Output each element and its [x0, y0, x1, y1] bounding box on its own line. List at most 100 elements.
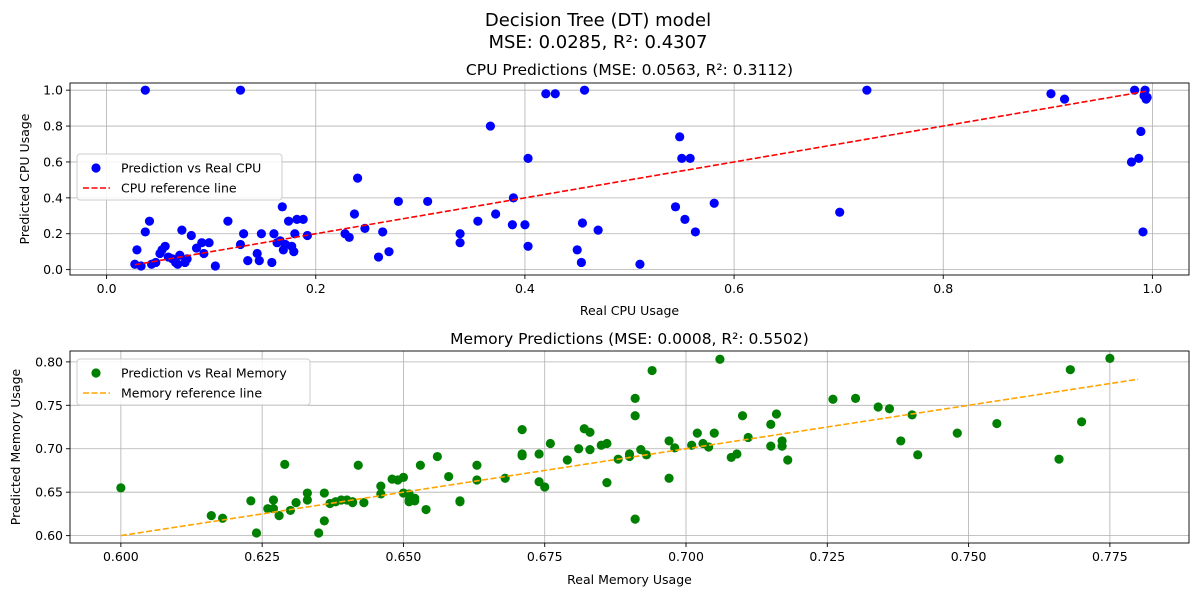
data-point — [835, 207, 845, 217]
data-point — [352, 173, 363, 183]
data-point — [577, 218, 588, 228]
data-point — [508, 193, 519, 203]
axes-frame — [69, 350, 1190, 544]
data-point — [197, 238, 207, 248]
x-tick-label: 0.2 — [306, 281, 326, 296]
data-point — [574, 444, 584, 454]
x-tick-label: 0.700 — [668, 549, 704, 564]
data-point — [743, 432, 753, 443]
data-point — [140, 227, 150, 237]
data-point — [455, 238, 465, 248]
data-point — [254, 256, 264, 266]
data-point — [520, 220, 530, 230]
data-point — [873, 402, 883, 412]
x-tick-label: 0.725 — [809, 549, 845, 564]
data-point — [144, 216, 155, 226]
x-axis-label: Real Memory Usage — [567, 572, 692, 587]
data-point — [319, 488, 329, 498]
data-point — [472, 475, 482, 485]
axes-frame — [69, 82, 1190, 276]
x-tick-label: 0.675 — [527, 549, 563, 564]
data-point — [398, 472, 409, 483]
data-point — [715, 354, 725, 364]
data-point — [1138, 227, 1148, 237]
legend-box — [76, 358, 311, 406]
data-point — [280, 459, 290, 469]
y-tick-label: 0.6 — [43, 154, 63, 169]
y-tick-label: 0.75 — [35, 398, 63, 413]
data-point — [517, 449, 527, 459]
legend-label: Prediction vs Real CPU — [121, 161, 261, 176]
data-point — [766, 441, 776, 451]
data-point — [432, 451, 442, 462]
data-point — [186, 230, 196, 241]
data-point — [709, 198, 719, 208]
data-point — [635, 259, 645, 269]
data-point — [670, 202, 681, 212]
reference-line — [134, 90, 1148, 266]
data-point — [737, 411, 748, 421]
data-point — [647, 365, 657, 376]
data-point — [472, 460, 482, 470]
data-point — [602, 478, 612, 488]
x-tick-label: 0.4 — [515, 281, 535, 296]
data-point — [235, 85, 246, 95]
data-point — [177, 225, 187, 235]
data-point — [359, 498, 369, 508]
data-point — [783, 455, 793, 465]
data-point — [1077, 417, 1087, 427]
data-point — [410, 496, 420, 506]
data-point — [630, 411, 640, 421]
x-axis-label: Real CPU Usage — [580, 303, 680, 318]
data-point — [349, 209, 360, 219]
data-point — [485, 121, 496, 131]
data-point — [302, 488, 312, 498]
x-tick-label: 0.600 — [103, 549, 139, 564]
data-point — [952, 428, 962, 438]
data-point — [285, 505, 296, 516]
data-point — [353, 460, 363, 470]
data-point — [210, 261, 220, 271]
data-point — [491, 209, 501, 219]
y-tick-label: 0.2 — [43, 226, 63, 241]
data-point — [314, 528, 324, 538]
data-point — [251, 528, 262, 538]
cpu-predictions-chart: 0.0 0.2 0.4 0.6 0.8 1.0 0.0 0.2 0.4 0.6 0.8 1.0 CPU … — [17, 61, 1190, 318]
data-point — [415, 460, 425, 470]
data-point — [290, 229, 300, 239]
data-point — [373, 252, 384, 262]
data-point — [777, 436, 787, 446]
data-point — [393, 196, 403, 207]
figure-title-line1: Decision Tree (DT) model — [485, 10, 711, 31]
data-point — [289, 247, 299, 257]
data-point — [507, 220, 517, 230]
data-point — [140, 85, 150, 95]
data-point — [624, 449, 635, 459]
data-point — [1054, 454, 1064, 464]
data-point — [132, 245, 142, 255]
data-point — [1059, 94, 1070, 104]
data-point — [376, 489, 386, 499]
data-point — [1142, 92, 1152, 102]
data-point — [151, 257, 161, 268]
data-point — [579, 85, 590, 95]
y-tick-label: 0.80 — [35, 354, 63, 369]
legend-label: CPU reference line — [121, 181, 237, 196]
figure-title-line2: MSE: 0.0285, R²: 0.4307 — [488, 32, 707, 53]
data-point — [576, 257, 586, 268]
x-tick-label: 0.750 — [951, 549, 987, 564]
y-tick-label: 0.4 — [43, 190, 63, 205]
data-point — [376, 481, 386, 491]
x-tick-label: 0.0 — [97, 281, 117, 296]
data-point — [421, 504, 431, 515]
data-point — [173, 259, 183, 269]
data-point — [913, 450, 923, 460]
legend: Prediction vs Real CPU CPU reference line — [76, 153, 283, 201]
chart-title: Memory Predictions (MSE: 0.0008, R²: 0.5… — [450, 330, 809, 348]
chart-title: CPU Predictions (MSE: 0.0563, R²: 0.3112… — [466, 61, 793, 79]
data-point — [256, 229, 266, 239]
data-point — [1046, 89, 1056, 99]
data-point — [540, 482, 550, 492]
